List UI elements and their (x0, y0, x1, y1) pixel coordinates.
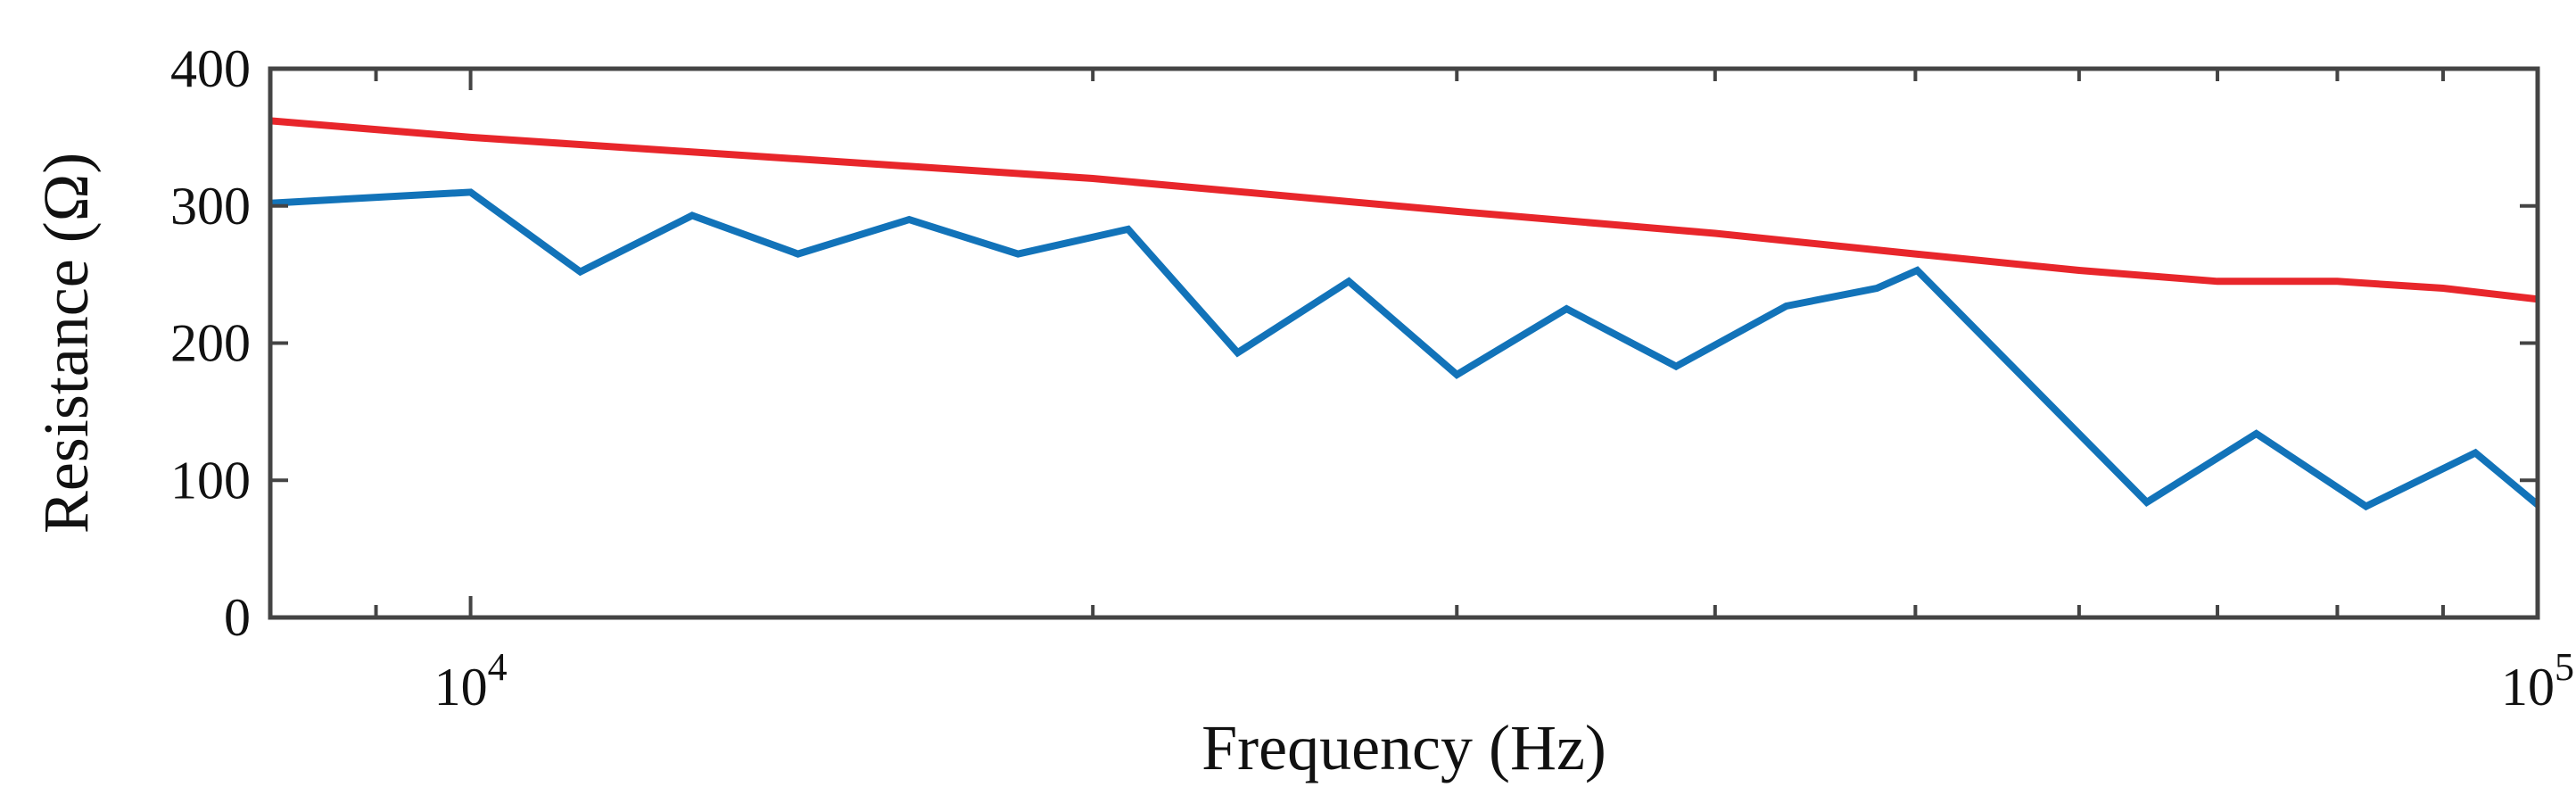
series-line-2 (270, 188, 2538, 511)
x-axis-label: Frequency (Hz) (1201, 712, 1606, 783)
x-tick-label: 105 (2501, 645, 2574, 717)
y-tick-label: 400 (170, 39, 251, 98)
x-tick-label: 104 (434, 645, 508, 717)
plot-frame (268, 66, 2540, 620)
y-axis-label: Resistance (Ω) (30, 153, 102, 534)
y-tick-label: 300 (170, 177, 251, 236)
tick-labels: 0 100 200 300 400 104 105 (170, 39, 2574, 717)
y-tick-label: 100 (170, 451, 251, 510)
y-tick-label: 0 (224, 588, 251, 647)
axis-ticks (270, 67, 2539, 619)
series-line-1 (270, 117, 2538, 303)
plot-lines (270, 117, 2538, 511)
y-tick-label: 200 (170, 314, 251, 373)
